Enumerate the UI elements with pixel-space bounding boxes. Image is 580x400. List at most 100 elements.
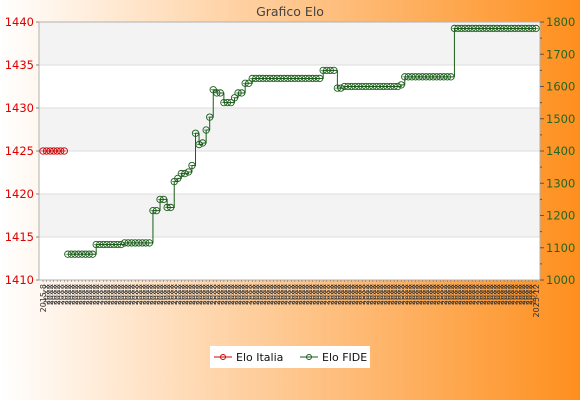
y-right-tick-label: 1200 bbox=[546, 209, 575, 223]
x-tick-label: 20XX bbox=[348, 283, 357, 305]
x-tick-label: 20XX bbox=[461, 283, 470, 305]
legend-item-elo-fide[interactable]: Elo FIDE bbox=[300, 351, 367, 364]
x-tick-label: 2015-8 bbox=[39, 284, 48, 312]
x-tick-label: 20XX bbox=[301, 283, 310, 305]
x-tick-label: 20XX bbox=[135, 283, 144, 305]
data-point bbox=[184, 168, 193, 176]
x-tick-label: 20XX bbox=[312, 283, 321, 305]
x-tick-label: 20XX bbox=[262, 283, 271, 305]
x-tick-label: 20XX bbox=[436, 283, 445, 305]
x-tick-label: 20XX bbox=[124, 283, 133, 305]
x-tick-label: 20XX bbox=[138, 283, 147, 305]
x-tick-label: 20XX bbox=[330, 283, 339, 305]
y-right-tick-label: 1000 bbox=[546, 273, 575, 287]
y-right-tick-label: 1800 bbox=[546, 15, 575, 29]
data-point bbox=[330, 66, 338, 75]
x-tick-label: 20XX bbox=[500, 283, 509, 305]
x-tick-label: 20XX bbox=[163, 283, 172, 305]
x-tick-label: 20XX bbox=[521, 283, 530, 305]
legend-label: Elo FIDE bbox=[322, 351, 367, 364]
x-tick-label: 20XX bbox=[443, 283, 452, 305]
x-tick-label: 20XX bbox=[284, 283, 293, 305]
x-tick-label: 20XX bbox=[167, 283, 176, 305]
x-tick-label: 20XX bbox=[497, 283, 506, 305]
x-tick-label: 20XX bbox=[528, 283, 537, 305]
x-tick-label: 20XX bbox=[177, 283, 186, 305]
x-tick-label: 20XX bbox=[227, 283, 236, 305]
x-tick-label: 20XX bbox=[454, 283, 463, 305]
x-tick-label: 20XX bbox=[415, 283, 424, 305]
x-tick-label: 20XX bbox=[426, 283, 435, 305]
legend-swatch-marker bbox=[220, 354, 226, 360]
x-tick-label: 20XX bbox=[248, 283, 257, 305]
data-point bbox=[237, 89, 246, 97]
x-tick-label: 20XX bbox=[85, 283, 94, 305]
x-tick-label: 20XX bbox=[255, 283, 264, 305]
data-point bbox=[245, 79, 253, 87]
x-tick-label: 20XX bbox=[266, 283, 275, 305]
plot-band bbox=[39, 22, 540, 65]
x-tick-label: 20XX bbox=[149, 283, 158, 305]
x-tick-label: 20XX bbox=[326, 283, 335, 305]
x-tick-label: 20XX bbox=[294, 283, 303, 305]
x-tick-label: 20XX bbox=[337, 283, 346, 305]
x-tick-label: 20XX bbox=[89, 283, 98, 305]
x-tick-label: 20XX bbox=[514, 283, 523, 305]
x-tick-label: 20XX bbox=[223, 283, 232, 305]
data-point bbox=[117, 240, 125, 249]
x-tick-label: 20XX bbox=[465, 283, 474, 305]
data-point bbox=[145, 239, 154, 247]
x-tick-label: 20XX bbox=[280, 283, 289, 305]
x-tick-label: 20XX bbox=[145, 283, 154, 305]
x-tick-label: 20XX bbox=[213, 283, 222, 305]
data-point bbox=[152, 207, 161, 215]
legend: Elo Italia Elo FIDE bbox=[210, 346, 370, 368]
x-tick-label: 20XX bbox=[298, 283, 307, 305]
x-tick-label: 20XX bbox=[287, 283, 296, 305]
x-tick-label: 20XX bbox=[71, 283, 80, 305]
y-axis-right: 1000 1100 1200 1300 1400 1500 1600 1700 1800 bbox=[540, 15, 575, 287]
x-tick-label: 20XX bbox=[372, 283, 381, 305]
x-tick-label: 20XX bbox=[468, 283, 477, 305]
plot-band bbox=[39, 108, 540, 151]
x-tick-label: 20XX bbox=[60, 283, 69, 305]
y-left-tick-label: 1415 bbox=[5, 230, 34, 244]
y-left-tick-label: 1430 bbox=[5, 101, 34, 115]
x-tick-label: 20XX bbox=[358, 283, 367, 305]
data-point bbox=[167, 203, 175, 212]
data-point bbox=[397, 81, 405, 89]
x-tick-label: 20XX bbox=[379, 283, 388, 305]
x-tick-label: 20XX bbox=[57, 283, 66, 305]
x-tick-label: 20XX bbox=[74, 283, 83, 305]
x-tick-label: 20XX bbox=[340, 283, 349, 305]
x-tick-label: 20XX bbox=[220, 283, 229, 305]
x-tick-label: 20XX bbox=[82, 283, 91, 305]
series-elo-fide bbox=[64, 24, 540, 258]
x-tick-label: 20XX bbox=[305, 283, 314, 305]
data-point bbox=[159, 195, 168, 204]
x-tick-label: 20XX bbox=[390, 283, 399, 305]
x-tick-label: 20XX bbox=[411, 283, 420, 305]
legend-item-elo-italia[interactable]: Elo Italia bbox=[214, 351, 283, 364]
legend-swatch-marker bbox=[306, 354, 312, 360]
x-tick-label: 20XX bbox=[479, 283, 488, 305]
x-tick-label: 20XX bbox=[234, 283, 243, 305]
x-tick-label: 20XX bbox=[291, 283, 300, 305]
x-tick-label: 20XX bbox=[184, 283, 193, 305]
x-tick-label: 20XX bbox=[394, 283, 403, 305]
x-tick-label: 20XX bbox=[362, 283, 371, 305]
x-tick-label: 20XX bbox=[273, 283, 282, 305]
x-tick-label: 20XX bbox=[450, 283, 459, 305]
x-tick-label: 20XX bbox=[131, 283, 140, 305]
x-tick-label: 20XX bbox=[440, 283, 449, 305]
y-right-tick-label: 1700 bbox=[546, 47, 575, 61]
data-point bbox=[337, 84, 345, 92]
data-point bbox=[191, 129, 200, 137]
x-tick-label: 20XX bbox=[511, 283, 520, 305]
x-tick-label: 20XX bbox=[489, 283, 498, 305]
legend-label: Elo Italia bbox=[236, 351, 283, 364]
x-tick-label: 20XX bbox=[156, 283, 165, 305]
x-tick-label: 20XX bbox=[309, 283, 318, 305]
x-tick-label: 20XX bbox=[152, 283, 161, 305]
